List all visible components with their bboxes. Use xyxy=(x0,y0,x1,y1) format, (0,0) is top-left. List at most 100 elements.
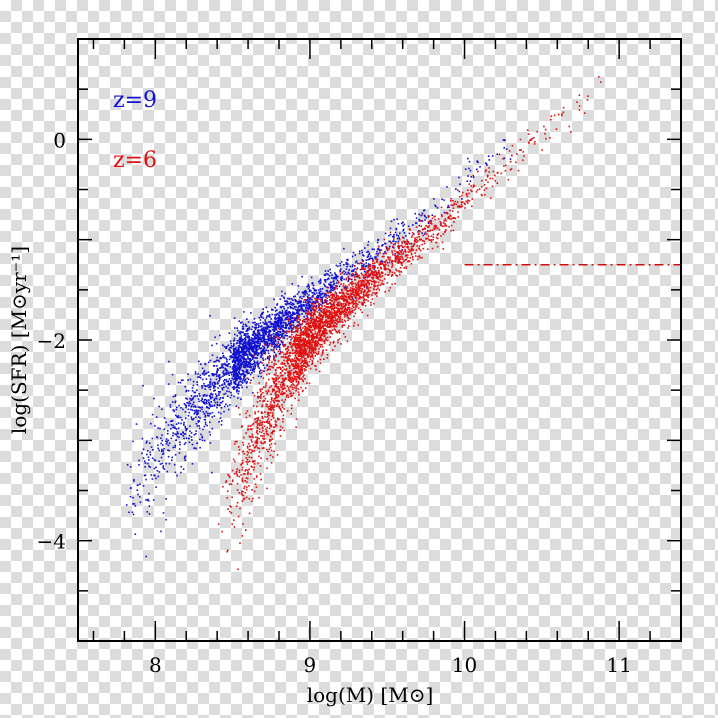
data-point xyxy=(231,469,234,472)
data-point xyxy=(161,434,163,436)
data-point xyxy=(386,247,388,250)
data-point xyxy=(208,384,211,387)
data-point xyxy=(266,325,268,328)
data-point xyxy=(352,298,354,301)
data-point xyxy=(311,349,313,352)
data-point xyxy=(204,423,207,426)
data-point xyxy=(233,366,236,368)
data-point xyxy=(265,349,268,351)
data-point xyxy=(366,295,368,297)
data-point xyxy=(444,218,447,220)
data-point xyxy=(300,303,302,306)
data-point xyxy=(199,395,201,397)
data-point xyxy=(295,355,297,358)
data-point xyxy=(264,358,267,360)
data-point xyxy=(252,333,255,335)
data-point xyxy=(335,292,338,295)
data-point xyxy=(299,365,301,368)
data-point xyxy=(408,232,411,235)
data-point xyxy=(234,354,237,356)
data-point xyxy=(318,281,320,283)
data-point xyxy=(311,318,313,320)
data-point xyxy=(380,266,382,269)
data-point xyxy=(260,325,262,328)
data-point xyxy=(284,323,287,326)
data-point xyxy=(304,325,307,328)
data-point xyxy=(297,399,300,402)
data-point xyxy=(175,434,178,436)
data-point xyxy=(266,448,268,451)
data-point xyxy=(344,286,347,289)
data-point xyxy=(275,379,278,382)
data-point xyxy=(291,333,293,336)
data-point xyxy=(261,362,263,364)
data-point xyxy=(364,266,367,268)
data-point xyxy=(181,419,183,421)
data-point xyxy=(598,76,600,78)
data-point xyxy=(321,332,323,335)
data-point xyxy=(372,275,374,277)
data-point xyxy=(279,323,282,326)
data-point xyxy=(467,175,469,177)
data-point xyxy=(356,286,358,288)
data-point xyxy=(266,343,269,346)
data-point xyxy=(481,179,483,182)
data-point xyxy=(323,295,326,297)
data-point xyxy=(439,221,442,223)
data-point xyxy=(302,339,305,342)
data-point xyxy=(372,276,375,279)
data-point xyxy=(144,462,147,464)
data-point xyxy=(394,231,397,234)
data-point xyxy=(226,405,229,407)
data-point xyxy=(271,361,273,363)
data-point xyxy=(176,474,178,477)
data-point xyxy=(270,393,272,395)
data-point xyxy=(304,331,307,334)
data-point xyxy=(371,294,373,296)
data-point xyxy=(222,371,224,374)
data-point xyxy=(245,333,247,335)
data-point xyxy=(246,381,248,383)
data-point xyxy=(315,318,317,321)
data-point xyxy=(321,324,324,327)
data-point xyxy=(272,412,274,414)
data-point xyxy=(197,373,199,375)
data-point xyxy=(266,323,268,326)
data-point xyxy=(373,266,376,268)
data-point xyxy=(205,395,208,397)
data-point xyxy=(367,280,369,283)
data-point xyxy=(238,360,241,362)
data-point xyxy=(297,317,299,319)
data-point xyxy=(295,353,298,355)
data-point xyxy=(220,420,223,422)
data-point xyxy=(391,266,393,268)
data-point xyxy=(254,328,257,331)
data-point xyxy=(430,240,433,243)
data-point xyxy=(267,417,270,420)
data-point xyxy=(294,305,296,308)
data-point xyxy=(287,297,289,300)
data-point xyxy=(390,220,393,223)
data-point xyxy=(233,381,236,383)
data-point xyxy=(269,316,271,318)
data-point xyxy=(317,289,320,291)
data-point xyxy=(509,168,512,171)
data-point xyxy=(358,295,360,297)
data-point xyxy=(249,445,251,447)
data-point xyxy=(279,311,281,313)
data-point xyxy=(291,337,293,339)
data-point xyxy=(302,344,304,347)
data-point xyxy=(365,265,367,267)
data-point xyxy=(225,347,227,350)
data-point xyxy=(305,323,308,325)
data-point xyxy=(328,322,330,325)
data-point xyxy=(263,323,266,325)
data-point xyxy=(397,240,400,243)
data-point xyxy=(297,380,300,383)
data-point xyxy=(147,499,150,502)
data-point xyxy=(211,416,213,418)
data-point xyxy=(508,150,511,152)
data-point xyxy=(365,283,368,285)
data-point xyxy=(216,403,218,406)
data-point xyxy=(283,362,286,365)
